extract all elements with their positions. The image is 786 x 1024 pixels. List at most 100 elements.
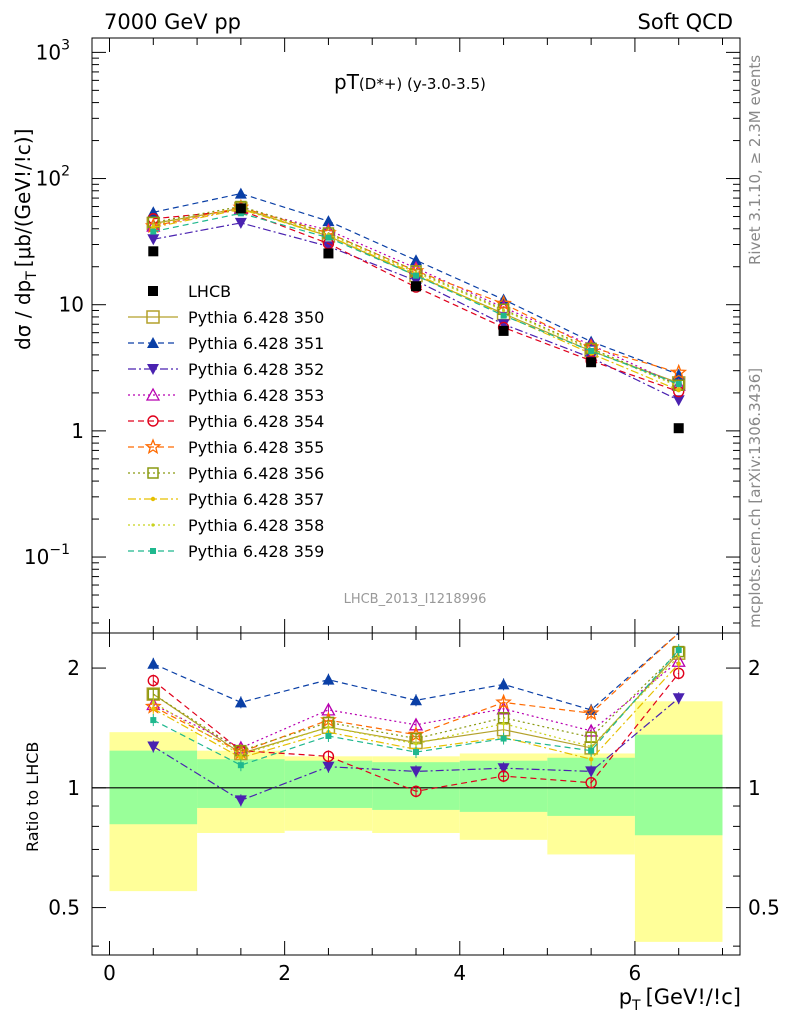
ratio-point-354: [497, 770, 510, 782]
ratio-point-357: [676, 661, 681, 666]
plot-title-main: pT: [334, 70, 360, 94]
ratio-point-357: [151, 706, 156, 711]
legend-marker-359: [150, 548, 156, 554]
legend-label-357: Pythia 6.428 357: [188, 490, 324, 509]
series-point-355: [670, 363, 688, 380]
ratio-point-351: [147, 657, 160, 669]
ratio-point-352: [322, 761, 335, 773]
ratio-point-355: [582, 704, 600, 721]
ratio-point-351: [234, 696, 247, 708]
ratio-point-357: [588, 757, 594, 762]
legend-marker-357: [150, 496, 156, 502]
series-point-359: [675, 381, 682, 388]
legend-label-356: Pythia 6.428 356: [188, 464, 324, 483]
ratio-point-352: [234, 795, 247, 807]
series-point-352: [322, 241, 335, 253]
series-line-356: [153, 205, 679, 386]
ratio-point-358: [326, 725, 331, 729]
ratio-y-tick-label-right: 1: [748, 776, 761, 800]
legend-marker-354: [147, 415, 159, 427]
ratio-point-358: [151, 700, 155, 704]
x-axis-title: pT [GeV!/!c]: [619, 985, 741, 1014]
ratio-y-tick-label-right: 2: [748, 656, 761, 680]
legend-label-352: Pythia 6.428 352: [188, 360, 324, 379]
ratio-point-359: [237, 762, 244, 769]
y-tick-label: 1: [71, 419, 84, 443]
ratio-plot-panel: 2 2 1 1 0.5 0.5 0 2 4 6: [48, 632, 780, 985]
ratio-point-359: [675, 647, 682, 654]
legend-marker-350: [146, 310, 160, 324]
x-axis-title-main: p: [619, 985, 632, 1009]
series-point-358: [151, 223, 155, 227]
rivet-version-label: Rivet 3.1.10, ≥ 2.3M events: [746, 55, 764, 265]
ratio-point-359: [150, 717, 157, 724]
uncertainty-band-inner: [634, 734, 723, 836]
series-point-351: [410, 254, 422, 266]
series-point-359: [500, 312, 507, 319]
legend-label-354: Pythia 6.428 354: [188, 412, 324, 431]
ratio-point-358: [501, 722, 506, 726]
data-point: [498, 325, 509, 336]
ratio-point-351: [497, 678, 510, 690]
ratio-point-354: [147, 674, 159, 687]
y-tick-label: 10: [59, 293, 84, 317]
data-point: [148, 246, 159, 257]
data-point: [411, 281, 421, 292]
legend-marker-358: [151, 523, 155, 527]
series-point-351: [234, 187, 247, 199]
y-axis-title: dσ / dpT [μb/(GeV!/!c)]: [11, 129, 40, 350]
legend-label-355: Pythia 6.428 355: [188, 438, 324, 457]
ratio-point-352: [672, 693, 685, 705]
ratio-point-354: [585, 777, 597, 789]
ratio-point-352: [410, 766, 422, 778]
series-point-355: [495, 294, 512, 311]
legend-label-350: Pythia 6.428 350: [188, 308, 324, 327]
x-tick-label: 6: [629, 961, 642, 985]
series-point-357: [151, 225, 156, 230]
series-point-352: [497, 319, 510, 331]
legend-label-359: Pythia 6.428 359: [188, 542, 324, 561]
legend-label-data: LHCB: [188, 282, 231, 301]
ratio-point-359: [588, 747, 595, 754]
series-point-351: [322, 215, 335, 227]
y-axis-title-main: dσ / dp: [11, 280, 35, 350]
legend-marker-352: [147, 364, 159, 375]
legend-label-351: Pythia 6.428 351: [188, 334, 324, 353]
series-point-357: [676, 388, 681, 393]
process-label: Soft QCD: [638, 10, 733, 34]
legend-marker-356: [147, 467, 159, 479]
ratio-point-358: [414, 742, 418, 746]
x-axis-title-unit: [GeV!/!c]: [646, 985, 741, 1009]
series-point-359: [150, 228, 157, 235]
ratio-point-351: [410, 694, 422, 706]
x-tick-label: 0: [103, 961, 116, 985]
series-point-352: [234, 217, 247, 229]
ratio-point-355: [495, 693, 512, 710]
ratio-point-352: [147, 741, 160, 753]
series-line-359: [153, 212, 679, 385]
data-point: [586, 357, 597, 368]
series-point-359: [588, 347, 595, 354]
energy-label: 7000 GeV pp: [104, 10, 241, 34]
legend-label-358: Pythia 6.428 358: [188, 516, 324, 535]
x-tick-label: 4: [453, 961, 466, 985]
ratio-point-359: [413, 749, 419, 756]
data-point: [323, 248, 334, 259]
ratio-point-359: [325, 732, 332, 739]
legend-marker-355: [144, 438, 162, 455]
x-tick-label: 2: [278, 961, 291, 985]
ratio-axis-title: Ratio to LHCB: [23, 742, 42, 852]
ratio-y-tick-label: 0.5: [48, 896, 80, 920]
legend-marker-351: [147, 337, 159, 348]
ratio-y-tick-label: 2: [67, 656, 80, 680]
legend-label-353: Pythia 6.428 353: [188, 386, 324, 405]
series-line-350: [153, 207, 679, 384]
plot-title: pT(D*+) (y-3.0-3.5): [334, 70, 486, 94]
y-tick-label: 10−1: [24, 542, 70, 569]
ratio-point-354: [410, 785, 422, 798]
plot-title-sub: (D*+) (y-3.0-3.5): [359, 75, 486, 93]
ratio-point-358: [239, 753, 243, 757]
ratio-point-359: [500, 735, 507, 742]
